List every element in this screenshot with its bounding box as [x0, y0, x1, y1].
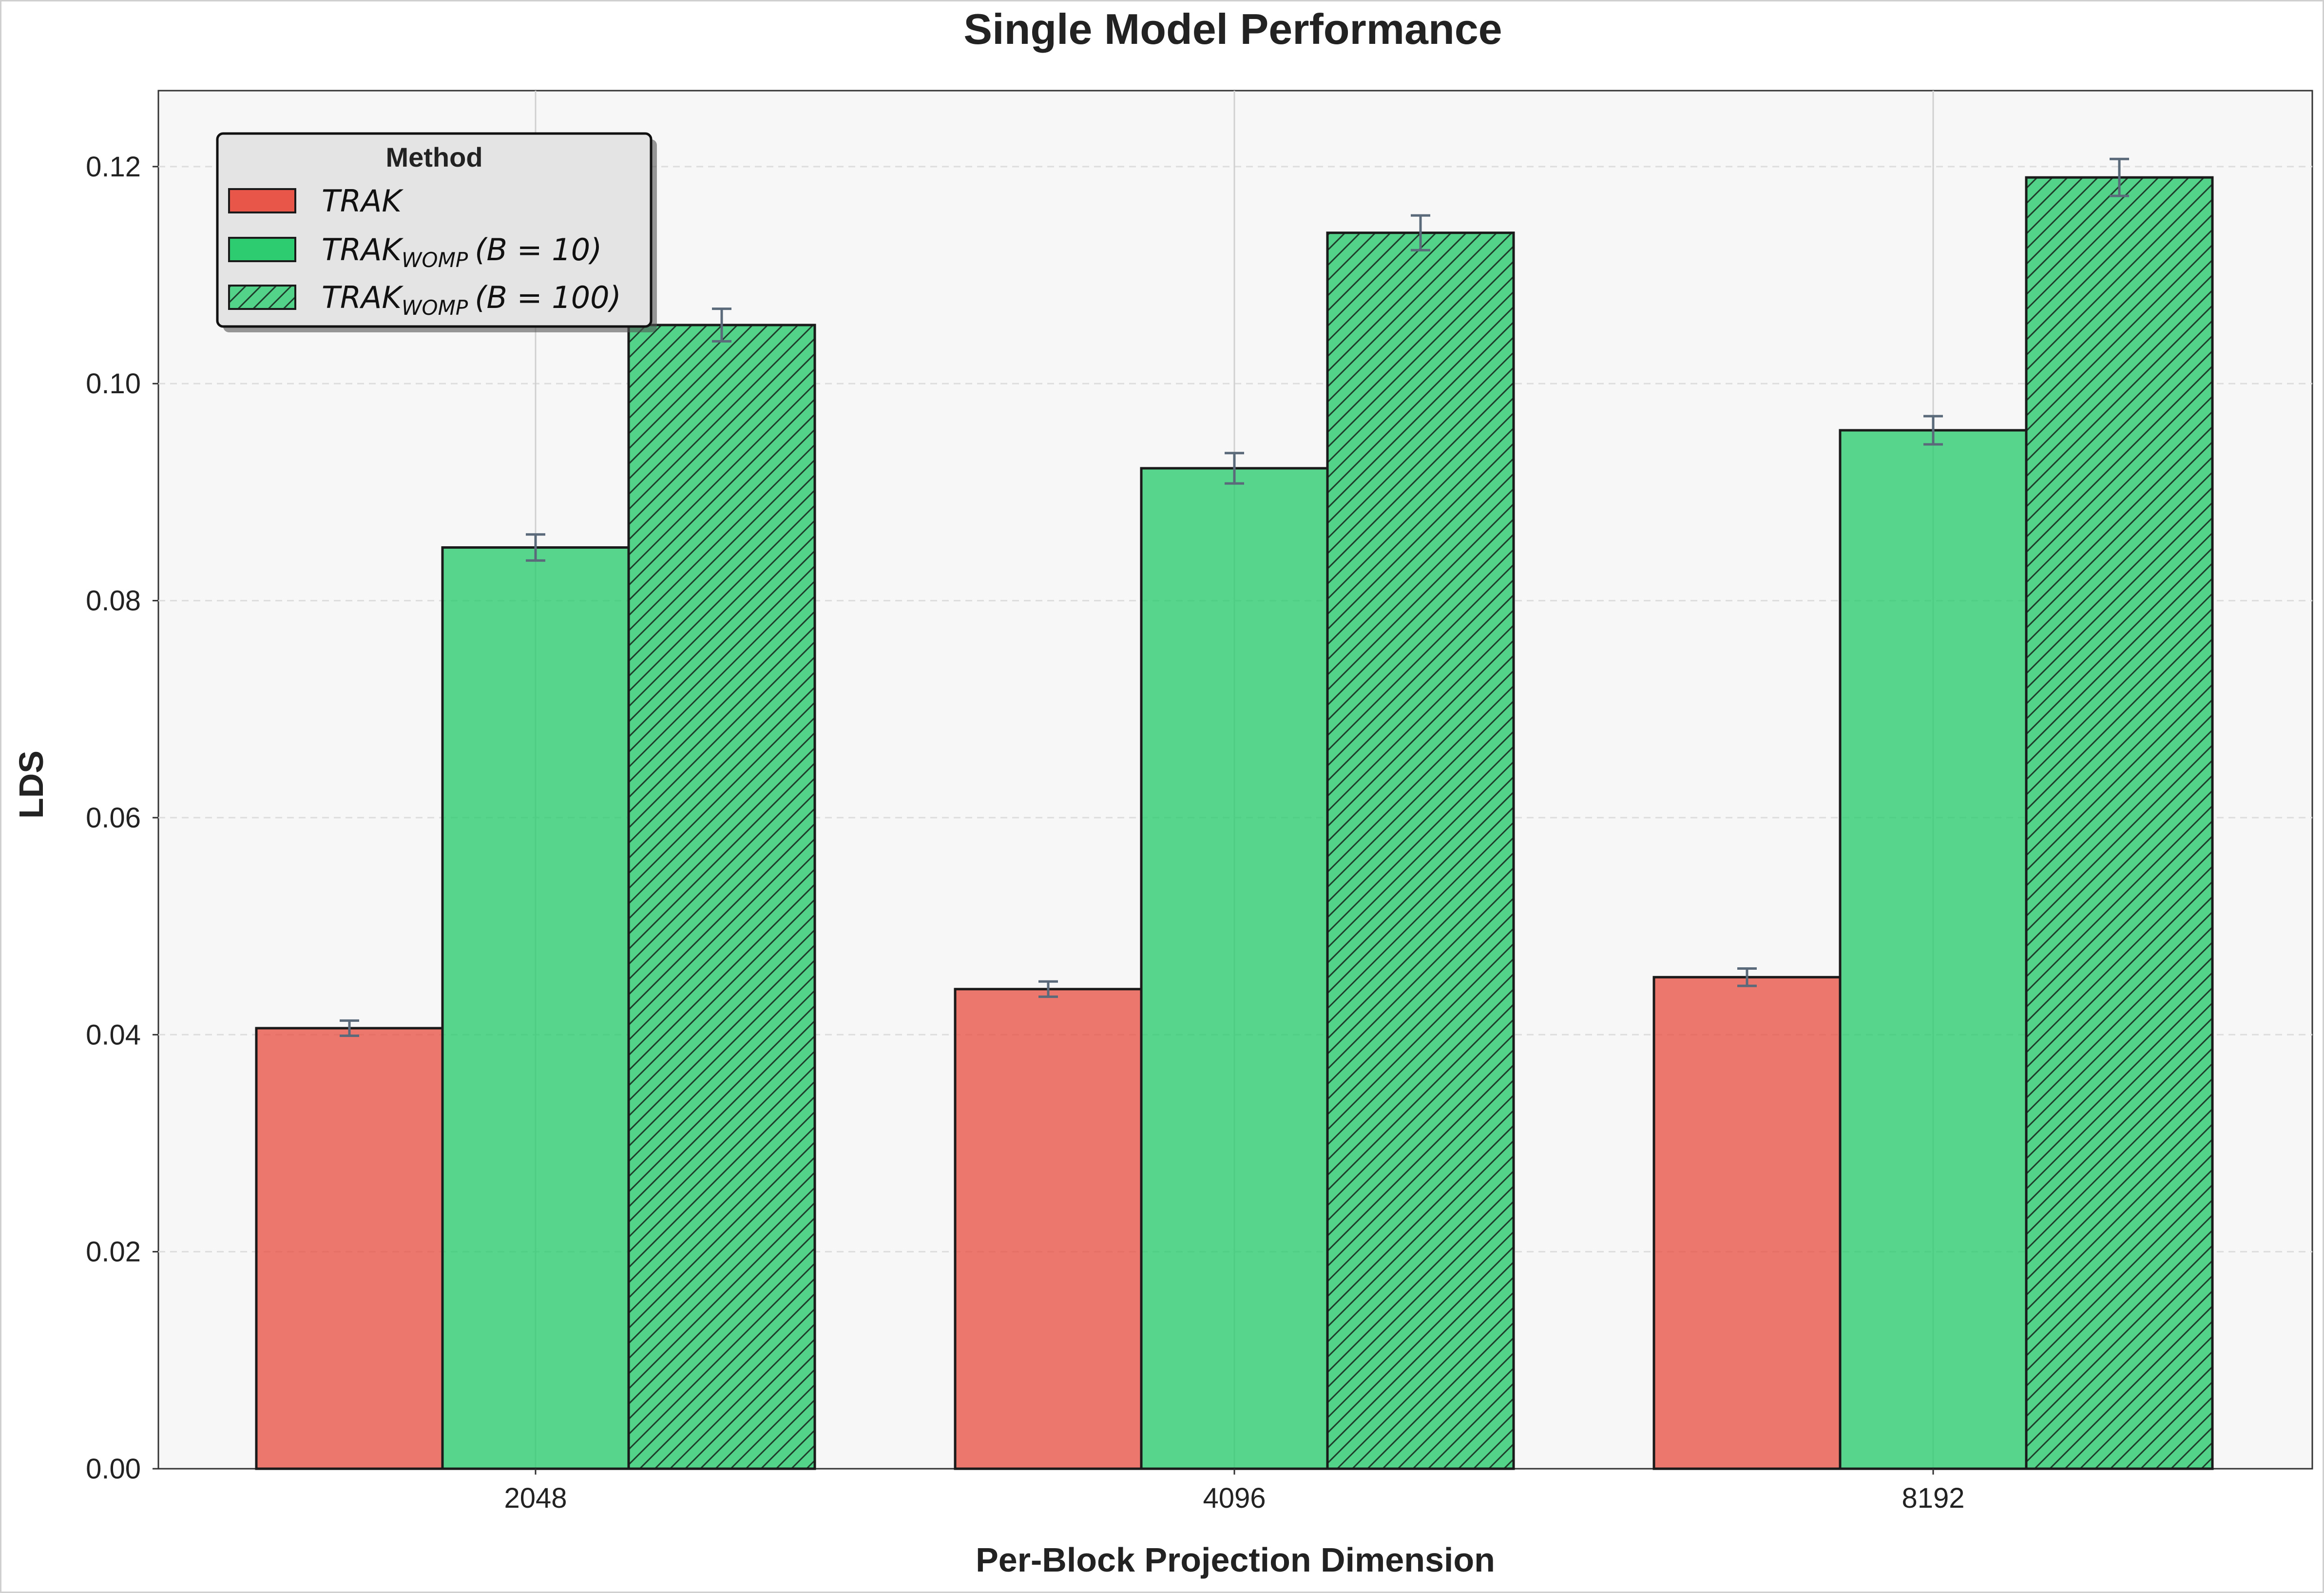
legend-label: TRAK	[322, 183, 403, 219]
legend-swatch	[228, 237, 296, 262]
bars	[255, 176, 2214, 1470]
bar	[954, 988, 1143, 1470]
bar	[441, 546, 630, 1470]
bar	[1326, 231, 1515, 1470]
bar	[2025, 176, 2214, 1470]
legend-swatch	[228, 285, 296, 310]
y-axis-ticks: 0.00 0.02 0.04 0.06 0.08 0.10 0.12	[86, 151, 158, 1485]
x-tick-label: 8192	[1901, 1482, 1964, 1514]
y-tick-label: 0.04	[86, 1019, 141, 1051]
bar	[1839, 429, 2028, 1470]
chart-title: Single Model Performance	[963, 5, 1502, 53]
legend-box	[216, 132, 653, 328]
legend: Method TRAK TRAKWOMP (B = 10) TRAKWOMP (B = …	[216, 132, 657, 332]
bar	[255, 1027, 444, 1470]
bar	[1652, 976, 1842, 1470]
y-tick-label: 0.00	[86, 1453, 141, 1485]
x-axis-ticks: 2048 4096 8192	[504, 1469, 1965, 1514]
y-axis-label: LDS	[12, 750, 50, 819]
y-tick-label: 0.02	[86, 1236, 141, 1268]
x-tick-label: 2048	[504, 1482, 567, 1514]
x-tick-label: 4096	[1203, 1482, 1266, 1514]
legend-swatch	[228, 188, 296, 213]
bar	[1140, 467, 1329, 1470]
legend-items: TRAK TRAKWOMP (B = 10) TRAKWOMP (B = 100)	[228, 183, 621, 320]
y-tick-label: 0.06	[86, 802, 141, 834]
y-tick-label: 0.10	[86, 368, 141, 400]
y-tick-label: 0.08	[86, 585, 141, 617]
legend-label: TRAKWOMP (B = 10)	[322, 232, 602, 272]
y-tick-label: 0.12	[86, 151, 141, 183]
x-axis-label: Per-Block Projection Dimension	[976, 1541, 1495, 1579]
error-bars	[340, 157, 2129, 1037]
legend-label: TRAKWOMP (B = 100)	[322, 280, 621, 320]
legend-title: Method	[385, 142, 482, 173]
bar	[627, 324, 816, 1470]
